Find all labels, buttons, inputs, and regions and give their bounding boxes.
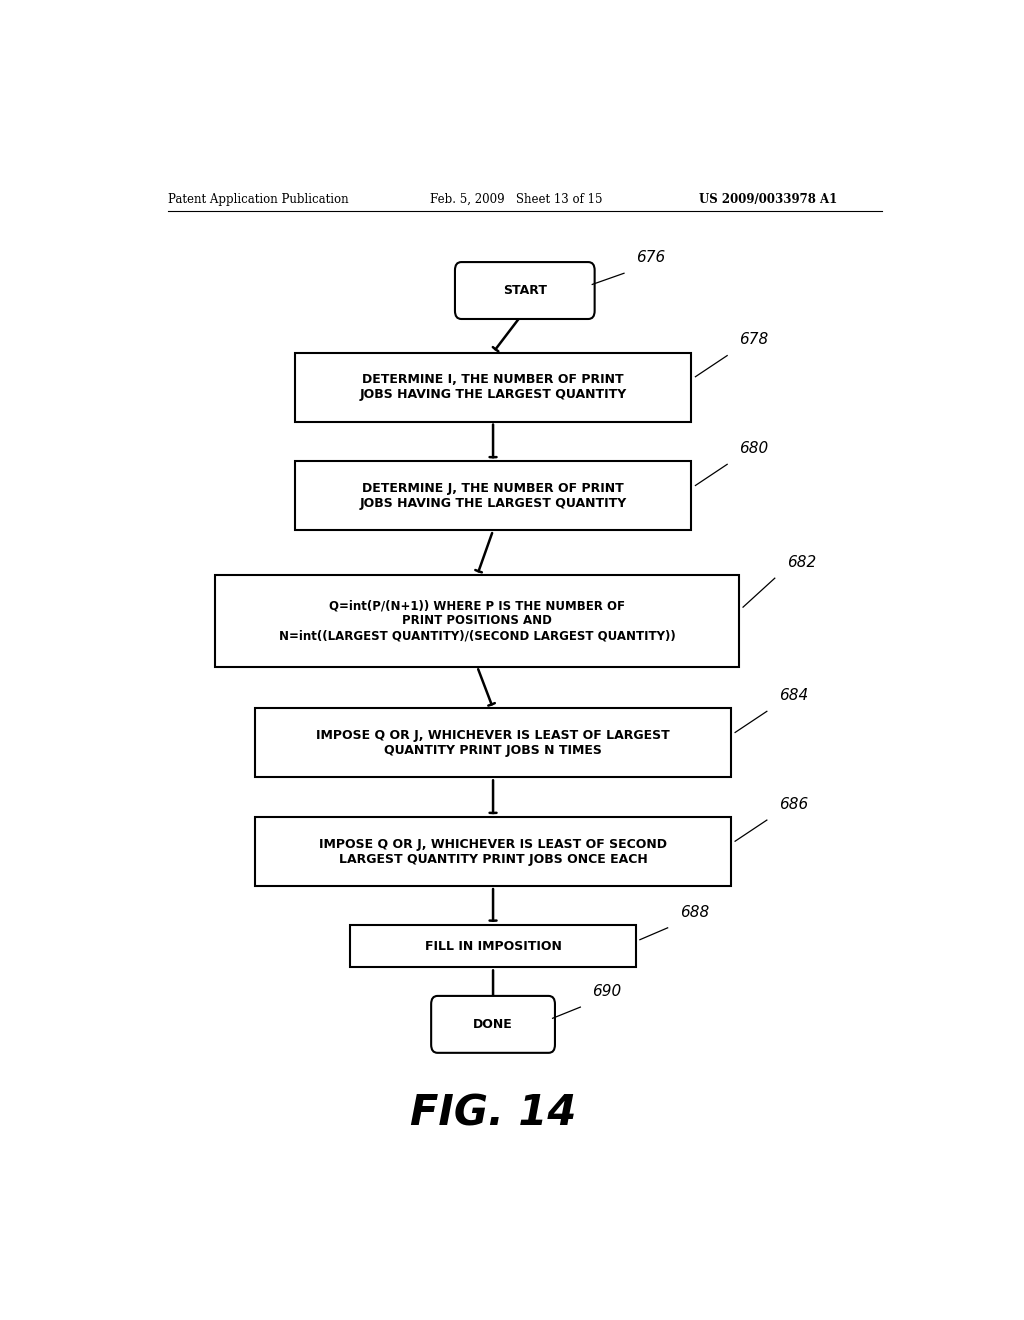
- Text: 678: 678: [739, 333, 768, 347]
- Bar: [215, 576, 739, 667]
- Text: 684: 684: [779, 688, 808, 704]
- Text: Patent Application Publication: Patent Application Publication: [168, 193, 348, 206]
- Text: 686: 686: [779, 797, 808, 812]
- Text: FIG. 14: FIG. 14: [410, 1093, 577, 1135]
- Bar: [255, 709, 731, 777]
- FancyBboxPatch shape: [455, 263, 595, 319]
- Text: Feb. 5, 2009   Sheet 13 of 15: Feb. 5, 2009 Sheet 13 of 15: [430, 193, 602, 206]
- Text: Q=int(P/(N+1)) WHERE P IS THE NUMBER OF
PRINT POSITIONS AND
N=int((LARGEST QUANT: Q=int(P/(N+1)) WHERE P IS THE NUMBER OF …: [279, 599, 676, 643]
- Bar: [295, 352, 691, 421]
- Text: 682: 682: [786, 554, 816, 570]
- Bar: [350, 925, 636, 968]
- Text: US 2009/0033978 A1: US 2009/0033978 A1: [699, 193, 838, 206]
- Bar: [255, 817, 731, 886]
- Text: FILL IN IMPOSITION: FILL IN IMPOSITION: [425, 940, 561, 953]
- Text: START: START: [503, 284, 547, 297]
- Text: 680: 680: [739, 441, 768, 457]
- Text: DETERMINE I, THE NUMBER OF PRINT
JOBS HAVING THE LARGEST QUANTITY: DETERMINE I, THE NUMBER OF PRINT JOBS HA…: [359, 374, 627, 401]
- FancyBboxPatch shape: [431, 995, 555, 1053]
- Text: DONE: DONE: [473, 1018, 513, 1031]
- Text: 676: 676: [636, 249, 666, 265]
- Text: 690: 690: [592, 983, 622, 999]
- Text: 688: 688: [680, 904, 709, 920]
- Bar: [295, 461, 691, 531]
- Text: DETERMINE J, THE NUMBER OF PRINT
JOBS HAVING THE LARGEST QUANTITY: DETERMINE J, THE NUMBER OF PRINT JOBS HA…: [359, 482, 627, 510]
- Text: IMPOSE Q OR J, WHICHEVER IS LEAST OF LARGEST
QUANTITY PRINT JOBS N TIMES: IMPOSE Q OR J, WHICHEVER IS LEAST OF LAR…: [316, 729, 670, 756]
- Text: IMPOSE Q OR J, WHICHEVER IS LEAST OF SECOND
LARGEST QUANTITY PRINT JOBS ONCE EAC: IMPOSE Q OR J, WHICHEVER IS LEAST OF SEC…: [319, 838, 667, 866]
